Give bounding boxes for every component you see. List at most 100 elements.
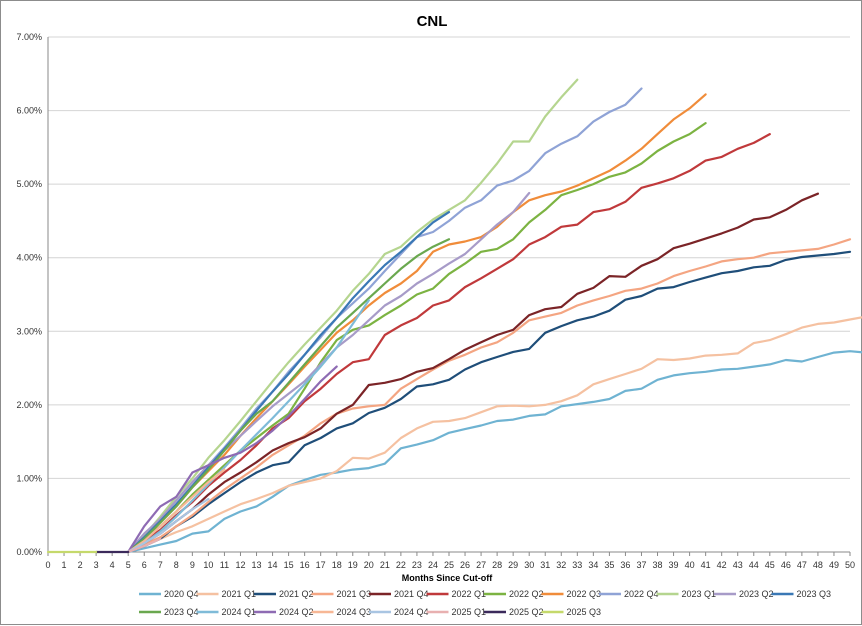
x-tick-label: 39 — [669, 560, 679, 570]
legend-label: 2024 Q3 — [337, 607, 372, 617]
legend-item-2024-q2[interactable]: 2024 Q2 — [254, 607, 314, 617]
x-tick-label: 44 — [749, 560, 759, 570]
x-tick-label: 42 — [717, 560, 727, 570]
legend-item-2024-q1[interactable]: 2024 Q1 — [196, 607, 257, 617]
x-tick-label: 19 — [348, 560, 358, 570]
legend: 2020 Q4 2021 Q1 2021 Q2 2021 Q3 2021 Q4 2022 … — [139, 589, 831, 617]
legend-item-2021-q2[interactable]: 2021 Q2 — [254, 589, 314, 599]
series-line-2024-q3 — [127, 468, 226, 554]
y-tick-label: 0.00% — [16, 547, 42, 557]
series-line-2021-q4 — [127, 192, 820, 554]
series-line-2020-q4 — [127, 350, 862, 554]
legend-item-2021-q1[interactable]: 2021 Q1 — [196, 589, 257, 599]
y-tick-label: 4.00% — [16, 253, 42, 263]
series-line-2024-q4 — [127, 497, 210, 554]
x-tick-label: 14 — [268, 560, 278, 570]
series-line-2024-q2 — [127, 365, 338, 554]
legend-item-2024-q3[interactable]: 2024 Q3 — [311, 607, 372, 617]
x-tick-label: 18 — [332, 560, 342, 570]
x-tick-label: 13 — [252, 560, 262, 570]
legend-item-2021-q4[interactable]: 2021 Q4 — [369, 589, 429, 599]
series-line-2022-q1 — [127, 133, 771, 554]
legend-item-2022-q1[interactable]: 2022 Q1 — [426, 589, 487, 599]
legend-item-2023-q1[interactable]: 2023 Q1 — [656, 589, 717, 599]
y-tick-label: 1.00% — [16, 473, 42, 483]
legend-label: 2023 Q3 — [797, 589, 832, 599]
legend-item-2023-q4[interactable]: 2023 Q4 — [139, 607, 199, 617]
x-axis-title: Months Since Cut-off — [402, 573, 493, 583]
x-tick-label: 15 — [284, 560, 294, 570]
axis-layer: 0.00% 1.00% 2.00% 3.00% 4.00% 5.00% 6.00% 7.00%… — [16, 32, 855, 570]
x-tick-label: 23 — [412, 560, 422, 570]
x-tick-label: 34 — [588, 560, 598, 570]
series-line-2021-q1 — [127, 316, 862, 554]
x-tick-label: 9 — [190, 560, 195, 570]
x-tick-label: 40 — [685, 560, 695, 570]
series-layer — [46, 78, 862, 554]
x-tick-label: 2 — [78, 560, 83, 570]
x-tick-label: 31 — [540, 560, 550, 570]
series-line-2021-q3 — [127, 238, 852, 554]
x-tick-label: 48 — [813, 560, 823, 570]
series-line-2022-q3 — [127, 93, 707, 554]
legend-label: 2021 Q4 — [394, 589, 429, 599]
x-tick-label: 10 — [203, 560, 213, 570]
legend-item-2025-q1[interactable]: 2025 Q1 — [426, 607, 487, 617]
legend-item-2025-q2[interactable]: 2025 Q2 — [484, 607, 544, 617]
x-tick-label: 37 — [636, 560, 646, 570]
legend-label: 2021 Q3 — [337, 589, 372, 599]
legend-label: 2023 Q4 — [164, 607, 199, 617]
y-tick-label: 5.00% — [16, 179, 42, 189]
legend-label: 2025 Q3 — [567, 607, 602, 617]
legend-item-2022-q2[interactable]: 2022 Q2 — [484, 589, 544, 599]
legend-item-2022-q3[interactable]: 2022 Q3 — [541, 589, 602, 599]
x-tick-label: 35 — [604, 560, 614, 570]
x-tick-label: 45 — [765, 560, 775, 570]
legend-label: 2022 Q4 — [624, 589, 659, 599]
series-line-2021-q2 — [127, 250, 852, 554]
legend-label: 2022 Q2 — [509, 589, 544, 599]
x-tick-label: 7 — [158, 560, 163, 570]
x-tick-label: 41 — [701, 560, 711, 570]
x-tick-label: 8 — [174, 560, 179, 570]
y-tick-label: 7.00% — [16, 32, 42, 42]
y-tick-label: 6.00% — [16, 106, 42, 116]
x-tick-label: 50 — [845, 560, 855, 570]
legend-item-2024-q4[interactable]: 2024 Q4 — [369, 607, 429, 617]
y-tick-label: 2.00% — [16, 400, 42, 410]
series-line-2023-q3 — [127, 211, 451, 554]
x-tick-label: 17 — [316, 560, 326, 570]
legend-label: 2023 Q2 — [739, 589, 774, 599]
x-tick-label: 47 — [797, 560, 807, 570]
series-line-2023-q4 — [127, 238, 451, 554]
legend-label: 2020 Q4 — [164, 589, 199, 599]
x-tick-label: 21 — [380, 560, 390, 570]
x-tick-label: 16 — [300, 560, 310, 570]
legend-item-2023-q3[interactable]: 2023 Q3 — [771, 589, 832, 599]
y-tick-label: 3.00% — [16, 326, 42, 336]
x-tick-label: 1 — [62, 560, 67, 570]
legend-label: 2025 Q1 — [452, 607, 487, 617]
x-tick-label: 11 — [220, 560, 229, 570]
x-tick-label: 49 — [829, 560, 839, 570]
series-line-2022-q2 — [127, 121, 707, 554]
x-tick-label: 20 — [364, 560, 374, 570]
x-tick-label: 25 — [444, 560, 454, 570]
legend-item-2022-q4[interactable]: 2022 Q4 — [599, 589, 659, 599]
legend-item-2020-q4[interactable]: 2020 Q4 — [139, 589, 199, 599]
legend-label: 2023 Q1 — [682, 589, 717, 599]
legend-label: 2024 Q1 — [222, 607, 257, 617]
grid-layer — [48, 36, 850, 553]
series-line-2025-q1 — [127, 537, 162, 554]
legend-item-2023-q2[interactable]: 2023 Q2 — [714, 589, 774, 599]
legend-label: 2022 Q1 — [452, 589, 487, 599]
legend-item-2025-q3[interactable]: 2025 Q3 — [541, 607, 602, 617]
x-tick-label: 26 — [460, 560, 470, 570]
x-tick-label: 27 — [476, 560, 486, 570]
legend-label: 2024 Q4 — [394, 607, 429, 617]
x-tick-label: 43 — [733, 560, 743, 570]
legend-item-2021-q3[interactable]: 2021 Q3 — [311, 589, 372, 599]
legend-label: 2021 Q1 — [222, 589, 257, 599]
